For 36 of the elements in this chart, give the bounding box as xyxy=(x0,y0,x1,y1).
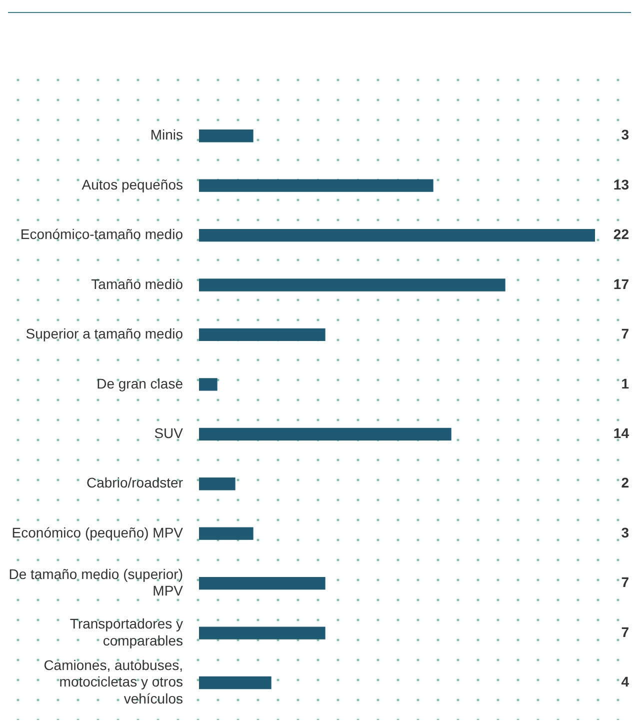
y-tick-label: Superior a tamaño medio xyxy=(26,326,184,342)
data-label: 2 xyxy=(621,474,630,491)
bar xyxy=(199,676,272,690)
y-tick-label: Camiones, autobuses, motocicletas y otros vehículos xyxy=(44,656,183,706)
y-tick-label: De tamaño medio (superior) MPV xyxy=(8,566,184,599)
y-tick-label: De gran clase xyxy=(96,375,184,392)
y-tick-label: Minis xyxy=(150,126,183,143)
data-label: 13 xyxy=(613,176,630,192)
data-label: 14 xyxy=(613,425,630,442)
bar xyxy=(199,576,326,590)
bar xyxy=(199,626,326,640)
data-label: 7 xyxy=(621,574,630,590)
bar xyxy=(199,130,254,142)
y-tick-label: Cabrio/roadster xyxy=(86,474,184,491)
bar xyxy=(199,428,452,440)
data-label: 17 xyxy=(613,276,630,292)
bar xyxy=(199,478,236,490)
y-tick-label: Económico-tamaño medio xyxy=(20,226,184,242)
y-tick-label: SUV xyxy=(154,425,184,442)
y-tick-label: Transportadores y comparables xyxy=(70,615,183,648)
y-tick-label: Tamaño medio xyxy=(91,276,184,292)
data-label: 7 xyxy=(621,326,630,342)
data-label: 7 xyxy=(621,624,630,640)
data-label: 1 xyxy=(621,375,630,392)
y-tick-label: Autos pequeños xyxy=(82,176,183,192)
data-label: 3 xyxy=(621,524,630,540)
data-label: 22 xyxy=(613,226,630,242)
y-tick-label: Económico (pequeño) MPV xyxy=(12,524,184,540)
bar xyxy=(199,179,434,192)
bar xyxy=(199,527,254,540)
bar xyxy=(199,228,595,242)
bar xyxy=(199,278,506,292)
bar xyxy=(199,328,326,342)
data-label: 3 xyxy=(621,126,630,143)
data-label: 4 xyxy=(621,674,630,690)
bar xyxy=(199,378,218,391)
